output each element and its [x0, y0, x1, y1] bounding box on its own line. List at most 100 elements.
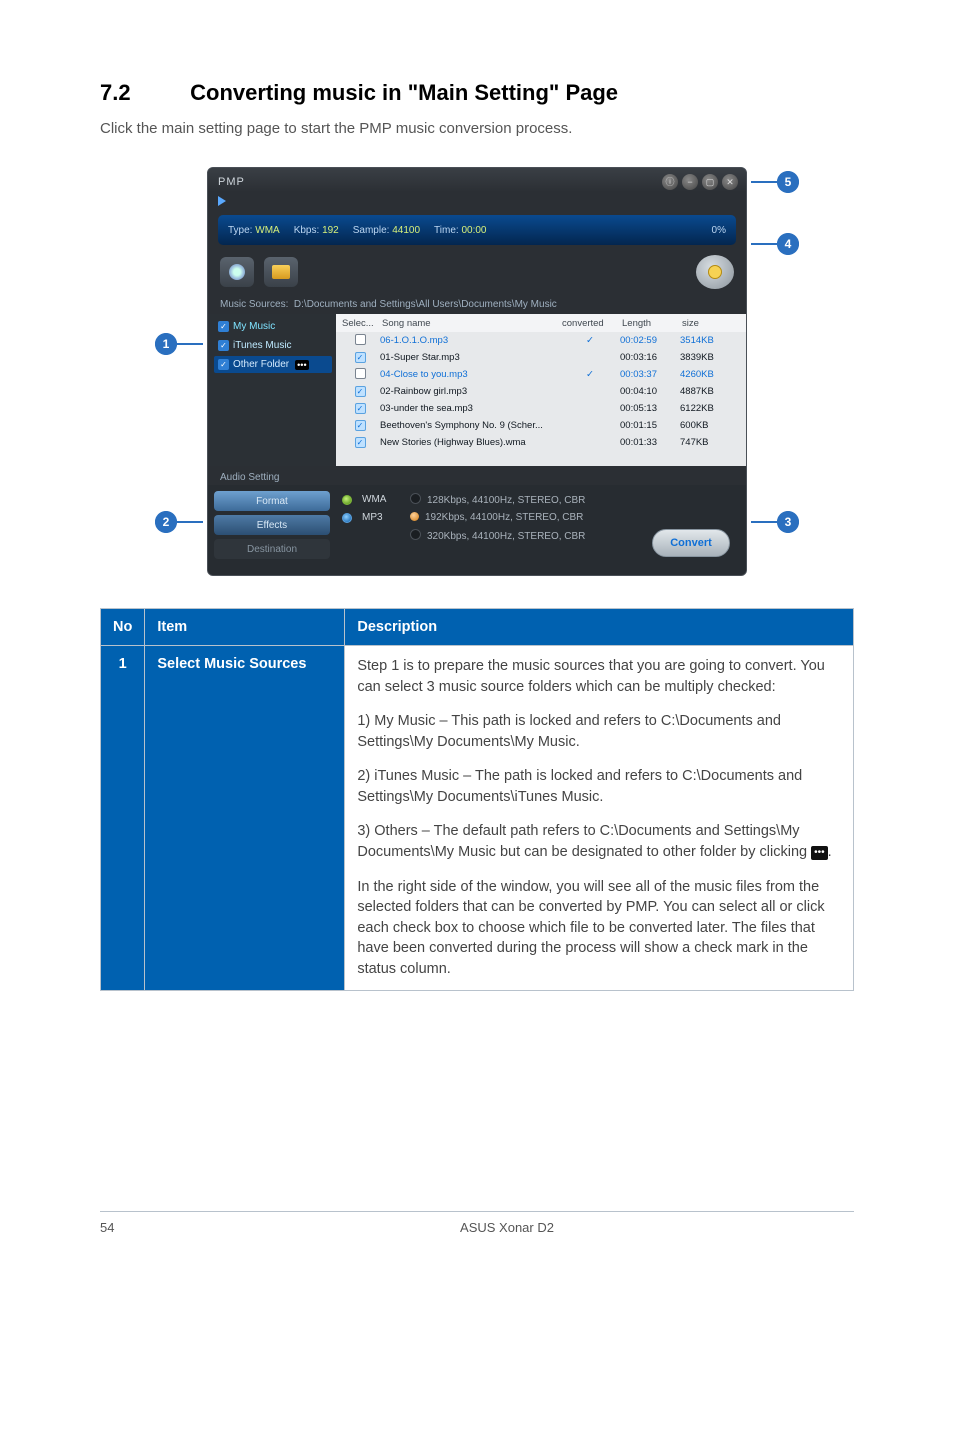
folder-icon[interactable]	[264, 257, 298, 287]
col-select[interactable]: Selec...	[340, 316, 380, 331]
radio-icon[interactable]	[342, 495, 352, 505]
play-row	[208, 192, 746, 209]
convert-button[interactable]: Convert	[652, 529, 730, 557]
pmp-screenshot: 5 4 1 2 3 PMP ⓘ − ▢ ✕ Type: WMA Kbps: 19…	[157, 167, 797, 576]
section-number: 7.2	[100, 80, 184, 106]
cell-length: 00:05:13	[620, 403, 680, 414]
tab-destination[interactable]: Destination	[214, 539, 330, 559]
desc-p5: In the right side of the window, you wil…	[357, 877, 841, 980]
cell-songname: New Stories (Highway Blues).wma	[380, 437, 560, 448]
play-icon[interactable]	[218, 196, 226, 206]
row-checkbox[interactable]: ✓	[355, 352, 366, 363]
type-label: Type: WMA	[228, 225, 280, 236]
share-icon[interactable]	[696, 255, 734, 289]
row-checkbox[interactable]	[355, 368, 366, 379]
page-footer: 54 ASUS Xonar D2	[100, 1211, 854, 1235]
cell-size: 4260KB	[680, 369, 730, 380]
browse-dots-icon: •••	[811, 846, 828, 860]
callout-1: 1	[155, 333, 177, 355]
sources-panel: ✓ My Music ✓ iTunes Music ✓ Other Folder…	[208, 314, 746, 466]
col-size[interactable]: size	[680, 316, 730, 331]
col-length[interactable]: Length	[620, 316, 680, 331]
format-label: WMA	[362, 494, 400, 505]
checkbox-icon[interactable]: ✓	[218, 359, 229, 370]
cell-songname: 01-Super Star.mp3	[380, 352, 560, 363]
th-desc: Description	[345, 609, 854, 646]
table-row[interactable]: ✓ 03-under the sea.mp3 00:05:136122KB	[336, 400, 746, 417]
cell-length: 00:03:37	[620, 369, 680, 380]
sidebar-item-label: Other Folder	[233, 359, 289, 370]
callout-4: 4	[777, 233, 799, 255]
footer-title: ASUS Xonar D2	[160, 1220, 854, 1235]
row-checkbox[interactable]: ✓	[355, 437, 366, 448]
cell-converted: ✓	[560, 369, 620, 380]
description-table: No Item Description 1 Select Music Sourc…	[100, 608, 854, 991]
sidebar-item-my-music[interactable]: ✓ My Music	[214, 318, 332, 335]
callout-3: 3	[777, 511, 799, 533]
format-option[interactable]: 192Kbps, 44100Hz, STEREO, CBR	[410, 512, 583, 523]
row-checkbox[interactable]	[355, 334, 366, 345]
sources-sidebar: ✓ My Music ✓ iTunes Music ✓ Other Folder…	[208, 314, 336, 466]
pmp-title: PMP	[218, 176, 245, 188]
type-bar: Type: WMA Kbps: 192 Sample: 44100 Time: …	[218, 215, 736, 245]
section-title: 7.2 Converting music in "Main Setting" P…	[100, 80, 854, 106]
tab-format[interactable]: Format	[214, 491, 330, 511]
pmp-titlebar: PMP ⓘ − ▢ ✕	[208, 168, 746, 192]
minimize-button[interactable]: −	[682, 174, 698, 190]
cell-length: 00:04:10	[620, 386, 680, 397]
checkbox-icon[interactable]: ✓	[218, 340, 229, 351]
th-no: No	[101, 609, 145, 646]
cell-size: 3839KB	[680, 352, 730, 363]
music-sources-label: Music Sources: D:\Documents and Settings…	[208, 295, 746, 314]
time-label: Time: 00:00	[434, 225, 486, 236]
cell-size: 3514KB	[680, 335, 730, 346]
info-button[interactable]: ⓘ	[662, 174, 678, 190]
icon-row	[208, 255, 746, 295]
cell-songname: 03-under the sea.mp3	[380, 403, 560, 414]
table-row[interactable]: ✓Beethoven's Symphony No. 9 (Scher...00:…	[336, 417, 746, 434]
col-songname[interactable]: Song name	[380, 316, 560, 331]
cell-size: 6122KB	[680, 403, 730, 414]
sidebar-item-other[interactable]: ✓ Other Folder •••	[214, 356, 332, 373]
row-checkbox[interactable]: ✓	[355, 403, 366, 414]
table-row[interactable]: 06-1.O.1.O.mp3✓00:02:593514KB	[336, 332, 746, 349]
format-row-wma[interactable]: WMA 128Kbps, 44100Hz, STEREO, CBR	[342, 493, 740, 506]
format-option[interactable]: 320Kbps, 44100Hz, STEREO, CBR	[410, 529, 585, 542]
sidebar-item-label: My Music	[233, 321, 275, 332]
progress-label: 0%	[712, 225, 726, 236]
cell-length: 00:03:16	[620, 352, 680, 363]
callout-5: 5	[777, 171, 799, 193]
section-heading: Converting music in "Main Setting" Page	[190, 80, 618, 105]
tab-effects[interactable]: Effects	[214, 515, 330, 535]
music-sources-path: D:\Documents and Settings\All Users\Docu…	[294, 299, 557, 310]
col-converted[interactable]: converted	[560, 316, 620, 331]
radio-icon[interactable]	[342, 513, 352, 523]
sidebar-item-itunes[interactable]: ✓ iTunes Music	[214, 337, 332, 354]
table-row[interactable]: 04-Close to you.mp3✓00:03:374260KB	[336, 366, 746, 383]
format-row-mp3[interactable]: MP3 192Kbps, 44100Hz, STEREO, CBR	[342, 512, 740, 523]
row-checkbox[interactable]: ✓	[355, 420, 366, 431]
row-checkbox[interactable]: ✓	[355, 386, 366, 397]
cell-size: 747KB	[680, 437, 730, 448]
format-label: MP3	[362, 512, 400, 523]
cd-icon[interactable]	[220, 257, 254, 287]
th-item: Item	[145, 609, 345, 646]
browse-dots-icon[interactable]: •••	[295, 360, 308, 370]
cell-length: 00:01:33	[620, 437, 680, 448]
cell-songname: 06-1.O.1.O.mp3	[380, 335, 560, 346]
file-grid: Selec... Song name converted Length size…	[336, 314, 746, 466]
cell-length: 00:01:15	[620, 420, 680, 431]
table-row[interactable]: ✓ 01-Super Star.mp3 00:03:163839KB	[336, 349, 746, 366]
checkbox-icon[interactable]: ✓	[218, 321, 229, 332]
table-row[interactable]: ✓02-Rainbow girl.mp300:04:104887KB	[336, 383, 746, 400]
format-option[interactable]: 128Kbps, 44100Hz, STEREO, CBR	[410, 493, 585, 506]
desc-p1: Step 1 is to prepare the music sources t…	[357, 656, 841, 697]
cell-length: 00:02:59	[620, 335, 680, 346]
row-no: 1	[101, 646, 145, 991]
bottom-panel: Format Effects Destination WMA 128Kbps, …	[208, 485, 746, 575]
sidebar-item-label: iTunes Music	[233, 340, 292, 351]
row-desc: Step 1 is to prepare the music sources t…	[345, 646, 854, 991]
close-button[interactable]: ✕	[722, 174, 738, 190]
maximize-button[interactable]: ▢	[702, 174, 718, 190]
table-row[interactable]: ✓ New Stories (Highway Blues).wma 00:01:33…	[336, 434, 746, 451]
